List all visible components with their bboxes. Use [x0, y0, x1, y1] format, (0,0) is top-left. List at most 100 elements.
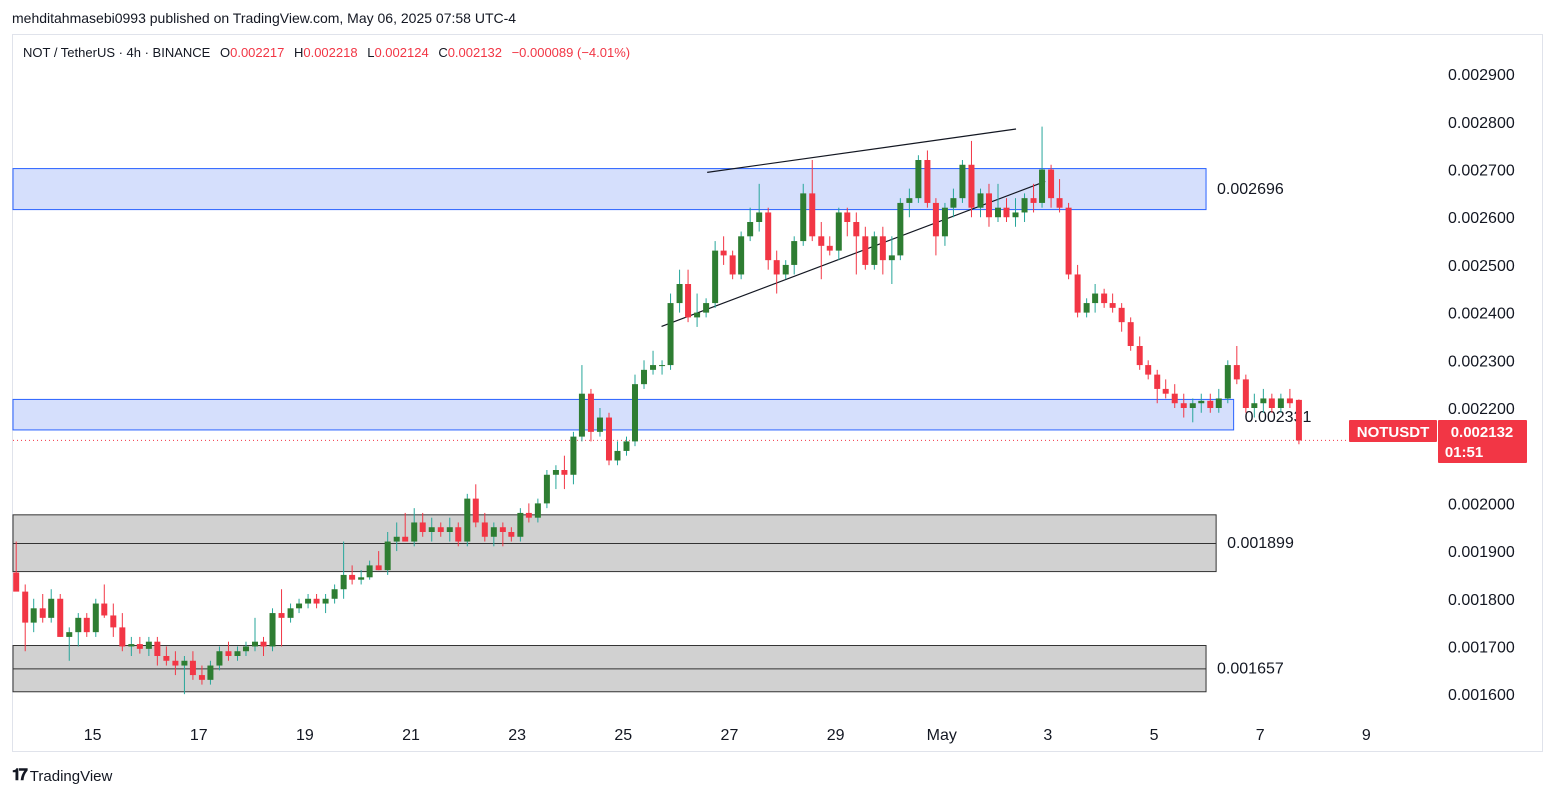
candle-body-137 — [1224, 365, 1231, 399]
candle-body-118 — [1056, 198, 1063, 208]
candle-body-75 — [676, 284, 683, 304]
candle-body-23 — [216, 651, 223, 666]
low-value: 0.002124 — [374, 45, 429, 60]
y-tick-label-4: 0.002500 — [1448, 258, 1515, 275]
candle-body-35 — [322, 598, 329, 604]
candle-body-143 — [1277, 398, 1284, 408]
x-tick-label-7: 29 — [827, 727, 845, 744]
candle-body-115 — [1030, 198, 1037, 203]
candle-body-16 — [154, 641, 161, 656]
last-price-tag-value: 0.002132 — [1451, 424, 1514, 441]
candle-body-88 — [791, 241, 798, 265]
candle-body-42 — [384, 541, 391, 571]
candle-body-28 — [260, 641, 267, 647]
candle-body-0 — [13, 572, 20, 592]
candle-body-91 — [818, 236, 825, 246]
candle-body-79 — [712, 250, 719, 304]
close-value: 0.002132 — [447, 45, 502, 60]
candle-body-59 — [534, 503, 541, 518]
candle-body-37 — [340, 574, 347, 590]
y-tick-label-1: 0.002800 — [1448, 115, 1515, 132]
candle-body-109 — [977, 193, 984, 208]
candle-body-66 — [596, 417, 603, 432]
symbol-price-tag — [1349, 420, 1437, 442]
candle-body-57 — [517, 512, 524, 537]
candle-body-46 — [419, 522, 426, 532]
candle-body-2 — [30, 608, 37, 623]
candle-body-100 — [897, 202, 904, 256]
candle-body-4 — [48, 598, 55, 618]
candle-body-97 — [871, 236, 878, 265]
candle-body-48 — [437, 527, 444, 532]
candle-body-116 — [1039, 169, 1046, 203]
candle-body-132 — [1180, 403, 1187, 408]
candle-body-145 — [1295, 399, 1302, 441]
open-value: 0.002217 — [230, 45, 285, 60]
candle-body-58 — [525, 512, 532, 518]
candle-body-5 — [57, 598, 64, 637]
candle-body-119 — [1065, 207, 1072, 275]
high-value: 0.002218 — [303, 45, 358, 60]
candle-body-14 — [136, 644, 143, 649]
candle-body-139 — [1242, 379, 1249, 408]
candle-body-131 — [1171, 393, 1178, 404]
candle-body-93 — [835, 212, 842, 251]
candle-body-12 — [119, 627, 126, 647]
candle-body-21 — [198, 675, 205, 680]
candle-body-55 — [499, 527, 506, 532]
candle-body-11 — [110, 615, 117, 628]
x-tick-label-1: 17 — [190, 727, 208, 744]
zone-label-3: 0.001657 — [1217, 661, 1284, 678]
candle-body-20 — [189, 660, 196, 676]
x-tick-label-0: 15 — [84, 727, 102, 744]
symbol-label[interactable]: NOT / TetherUS · 4h · BINANCE — [23, 45, 211, 60]
candle-body-10 — [101, 603, 108, 616]
candle-body-76 — [685, 284, 692, 318]
candle-body-52 — [472, 498, 479, 523]
candle-body-80 — [720, 250, 727, 256]
candle-body-129 — [1154, 374, 1161, 389]
y-tick-label-11: 0.001700 — [1448, 639, 1515, 656]
candle-body-29 — [269, 613, 276, 647]
candle-body-38 — [349, 574, 356, 580]
publisher-header: mehditahmasebi0993 published on TradingV… — [12, 10, 517, 26]
tradingview-logo-icon: 𝟏𝟕 — [12, 767, 28, 784]
candle-body-78 — [703, 303, 710, 313]
candle-body-136 — [1215, 398, 1222, 408]
candle-body-77 — [694, 312, 701, 318]
candle-body-83 — [747, 222, 754, 237]
candle-body-17 — [163, 656, 170, 661]
y-tick-label-12: 0.001600 — [1448, 687, 1515, 704]
x-tick-label-5: 25 — [614, 727, 632, 744]
tradingview-brand[interactable]: 𝟏𝟕 TradingView — [12, 767, 112, 785]
candle-body-33 — [305, 598, 312, 604]
candle-body-127 — [1136, 346, 1143, 366]
candle-body-123 — [1101, 293, 1108, 304]
candle-body-96 — [862, 236, 869, 265]
candle-body-31 — [287, 608, 294, 618]
candle-body-24 — [225, 651, 232, 656]
zone-support-1 — [12, 398, 1235, 431]
candle-body-90 — [809, 193, 816, 237]
change-value: −0.000089 (−4.01%) — [511, 45, 631, 60]
x-tick-label-3: 21 — [402, 727, 420, 744]
candle-body-92 — [826, 245, 833, 251]
candle-body-106 — [950, 198, 957, 208]
candle-body-47 — [428, 527, 435, 532]
candle-body-133 — [1189, 403, 1196, 408]
candle-body-67 — [605, 417, 612, 461]
candle-body-117 — [1048, 169, 1055, 199]
candle-body-81 — [729, 255, 736, 275]
x-tick-label-9: 3 — [1043, 727, 1052, 744]
chart-frame[interactable] — [12, 34, 1543, 752]
x-tick-label-2: 19 — [296, 727, 314, 744]
x-tick-label-4: 23 — [508, 727, 526, 744]
y-tick-label-10: 0.001800 — [1448, 592, 1515, 609]
candle-body-1 — [22, 591, 29, 623]
candle-body-65 — [587, 393, 594, 432]
candle-body-41 — [375, 565, 382, 571]
y-tick-label-7: 0.002200 — [1448, 401, 1515, 418]
candle-body-141 — [1260, 398, 1267, 404]
candle-body-126 — [1127, 322, 1134, 346]
